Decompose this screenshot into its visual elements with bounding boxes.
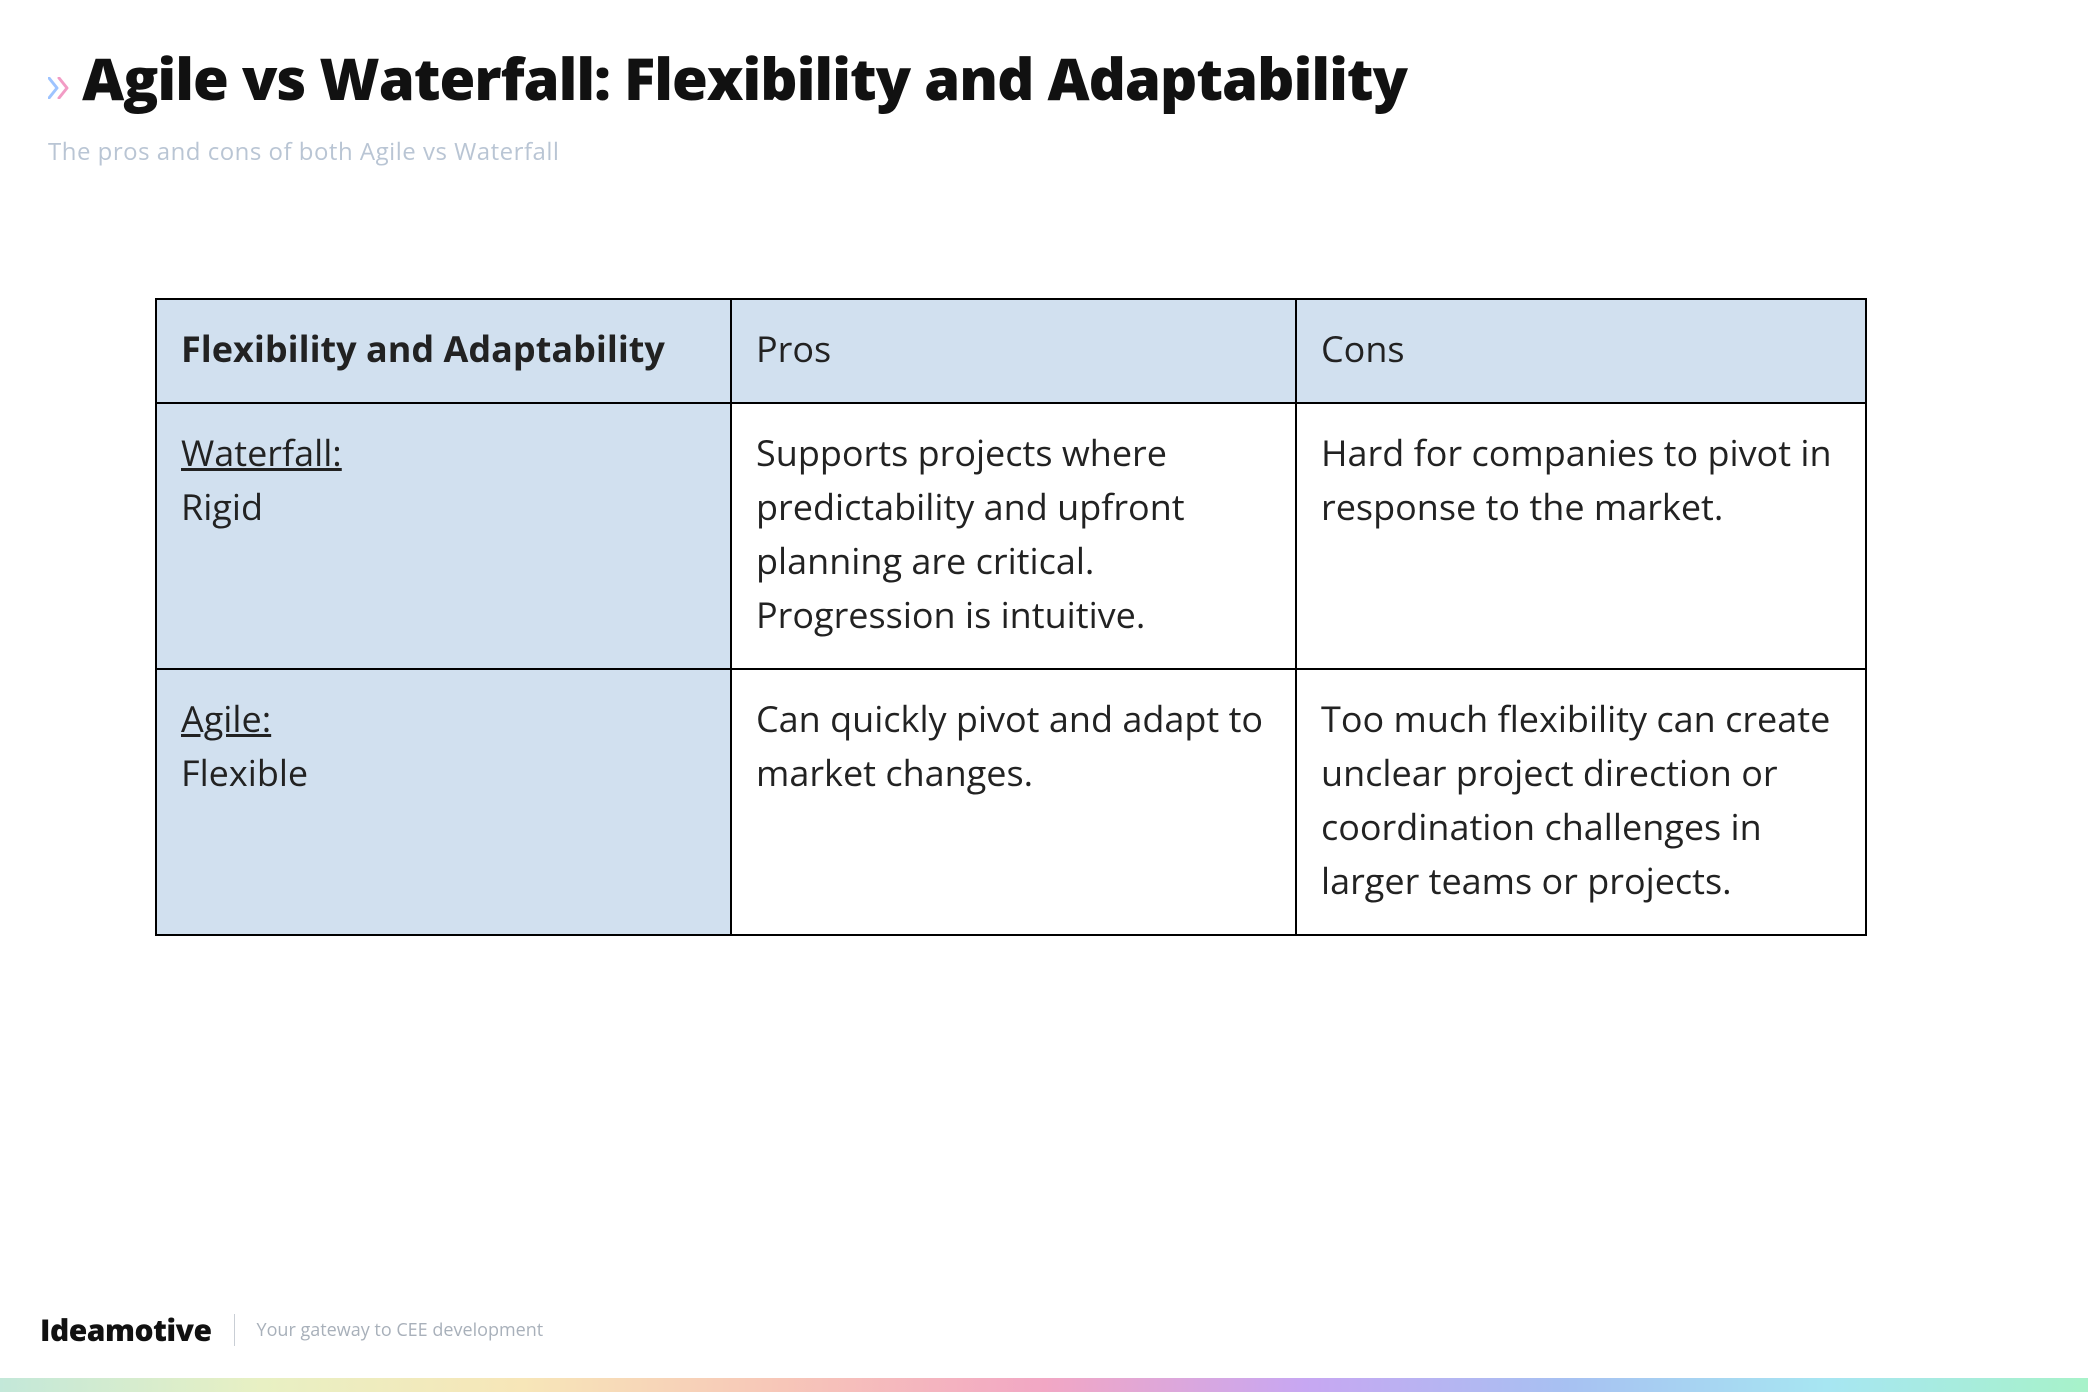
col-header-cons: Cons (1296, 299, 1866, 403)
row-desc: Flexible (181, 746, 706, 800)
comparison-table: Flexibility and Adaptability Pros Cons W… (155, 298, 1867, 936)
page-subtitle: The pros and cons of both Agile vs Water… (48, 135, 1407, 168)
slide: Agile vs Waterfall: Flexibility and Adap… (0, 0, 2088, 1392)
row-header-waterfall: Waterfall: Rigid (156, 403, 731, 669)
col-header-topic: Flexibility and Adaptability (156, 299, 731, 403)
cell-pros: Can quickly pivot and adapt to market ch… (731, 669, 1296, 935)
cell-cons: Too much flexibility can create unclear … (1296, 669, 1866, 935)
col-header-pros: Pros (731, 299, 1296, 403)
chevrons-icon (48, 77, 72, 104)
header: Agile vs Waterfall: Flexibility and Adap… (48, 38, 1407, 168)
comparison-table-wrap: Flexibility and Adaptability Pros Cons W… (155, 298, 1865, 936)
rainbow-bar (0, 1378, 2088, 1392)
footer-tagline: Your gateway to CEE development (257, 1318, 544, 1342)
table-row: Agile: Flexible Can quickly pivot and ad… (156, 669, 1866, 935)
row-name: Agile: (181, 692, 706, 746)
brand-logo-text: Ideamotive (40, 1309, 212, 1350)
row-name: Waterfall: (181, 426, 706, 480)
footer: Ideamotive Your gateway to CEE developme… (40, 1309, 543, 1350)
row-header-agile: Agile: Flexible (156, 669, 731, 935)
table-row: Waterfall: Rigid Supports projects where… (156, 403, 1866, 669)
footer-divider (234, 1314, 235, 1346)
page-title: Agile vs Waterfall: Flexibility and Adap… (82, 38, 1407, 117)
cell-cons: Hard for companies to pivot in response … (1296, 403, 1866, 669)
row-desc: Rigid (181, 480, 706, 534)
table-header-row: Flexibility and Adaptability Pros Cons (156, 299, 1866, 403)
cell-pros: Supports projects where predictability a… (731, 403, 1296, 669)
